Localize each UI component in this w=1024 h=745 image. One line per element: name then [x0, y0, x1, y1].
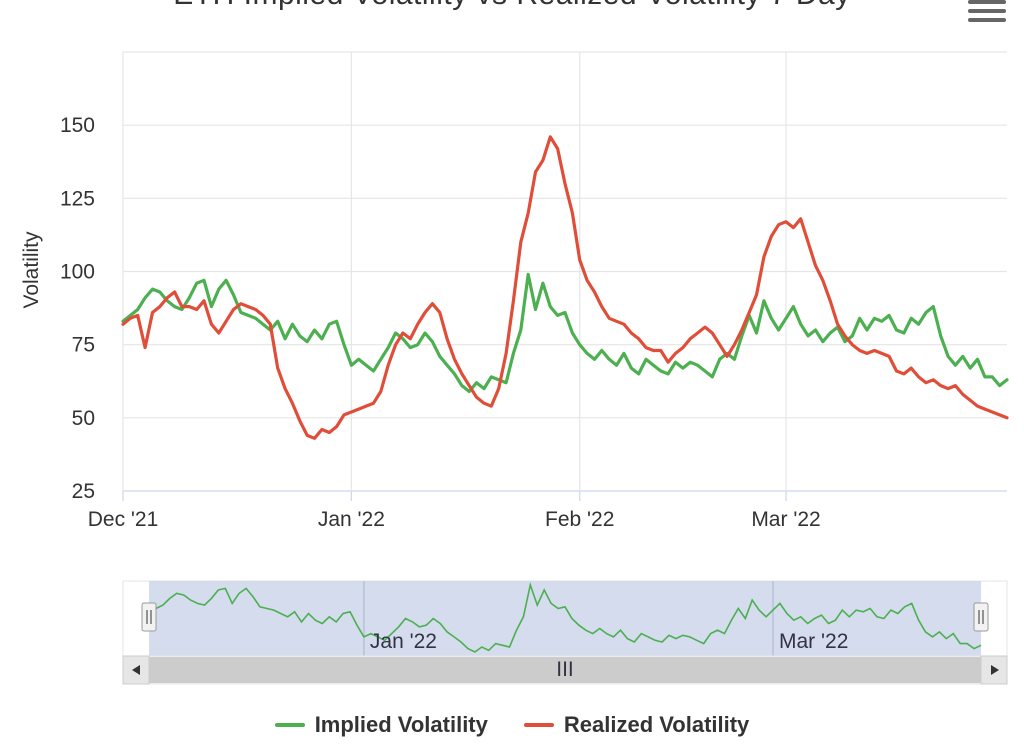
x-axis-ticks: Dec '21 Jan '22 Feb '22 Mar '22 [88, 491, 821, 531]
y-axis-ticks: 25 50 75 100 125 150 [60, 114, 95, 503]
legend: Implied Volatility Realized Volatility [0, 712, 1024, 738]
navigator-grid [363, 581, 774, 656]
x-tick-label: Mar '22 [751, 508, 820, 531]
menu-bar [968, 0, 1006, 4]
y-axis-title: Volatility [20, 231, 43, 309]
x-tick-label: Feb '22 [545, 508, 614, 531]
navigator-date-label: Jan '22 [370, 630, 437, 653]
legend-label-implied: Implied Volatility [314, 712, 488, 737]
series-lines [121, 135, 1009, 440]
scrollbar-thumb[interactable] [149, 657, 981, 683]
navigator-right-handle[interactable] [973, 602, 989, 632]
hamburger-menu-icon[interactable] [968, 0, 1006, 24]
navigator-line [148, 582, 982, 653]
scroll-left-arrow-icon [132, 665, 140, 675]
legend-item-implied[interactable]: Implied Volatility [274, 712, 488, 738]
navigator-date-label: Mar '22 [779, 630, 848, 653]
navigator-labels: Jan '22 Mar '22 [370, 630, 848, 653]
menu-bar [968, 9, 1006, 13]
y-tick-label: 150 [60, 114, 95, 137]
grid-lines [122, 51, 1007, 492]
navigator-series [148, 582, 982, 653]
y-tick-label: 100 [60, 261, 95, 284]
x-tick-label: Dec '21 [88, 508, 159, 531]
legend-swatch-implied [274, 723, 305, 727]
y-tick-label: 125 [60, 187, 95, 210]
chart-title: ETH Implied Volatility vs Realized Volat… [0, 0, 1024, 12]
y-tick-label: 25 [72, 480, 95, 503]
implied-volatility-line [121, 272, 1009, 394]
legend-swatch-realized [523, 723, 554, 727]
scrollbar[interactable]: III [122, 655, 1008, 685]
x-tick-label: Jan '22 [318, 508, 385, 531]
scrollbar-grip[interactable]: III [556, 658, 574, 681]
y-tick-label: 50 [72, 407, 95, 430]
menu-bar [968, 18, 1006, 22]
scroll-right-arrow-icon [991, 665, 999, 675]
navigator[interactable]: Jan '22 Mar '22 [122, 580, 1008, 657]
y-tick-label: 75 [72, 334, 95, 357]
legend-item-realized[interactable]: Realized Volatility [523, 712, 750, 738]
navigator-left-handle[interactable] [141, 602, 157, 632]
realized-volatility-line [121, 135, 1009, 440]
legend-label-realized: Realized Volatility [563, 712, 750, 737]
navigator-mask[interactable] [149, 581, 981, 656]
